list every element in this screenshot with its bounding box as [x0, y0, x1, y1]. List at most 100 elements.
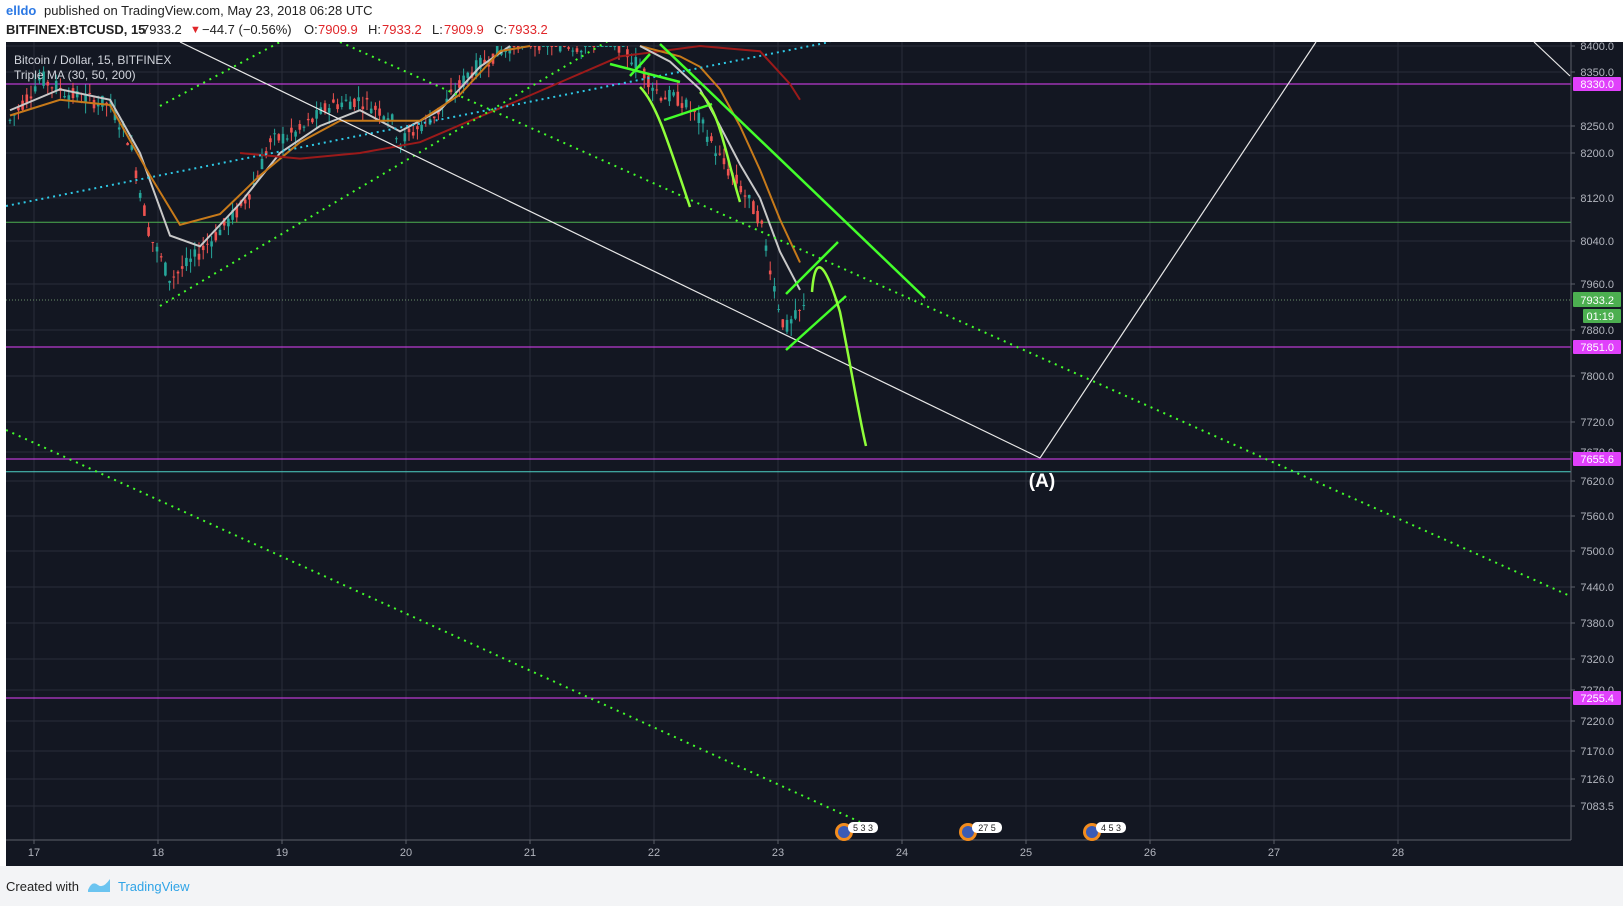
tradingview-link[interactable]: TradingView [118, 879, 190, 894]
candle-body [222, 218, 226, 226]
candle-body [789, 319, 793, 324]
time-tick-label: 21 [524, 847, 536, 859]
candle-body [571, 50, 575, 52]
candle-body [613, 46, 617, 47]
price-tick-label: 7320.0 [1580, 654, 1614, 666]
candle-body [785, 319, 789, 332]
event-count-badge [1096, 822, 1126, 833]
candle-body [668, 89, 671, 102]
candle-body [416, 126, 419, 130]
candle-body [798, 309, 801, 311]
event-count-badge [972, 822, 1002, 833]
candle-body [151, 241, 155, 244]
candle-body [600, 46, 604, 47]
candle-body [420, 124, 423, 132]
candle-body [227, 218, 230, 227]
price-chart[interactable]: 8400.0 8350.0 8250.0 8200.0 8120.0 8040.0 7960… [0, 42, 1623, 866]
chart-background [0, 42, 1623, 866]
candle-body [512, 46, 516, 47]
price-tick-label: 8350.0 [1580, 67, 1614, 79]
candle-body [483, 59, 486, 64]
candle-body [445, 98, 449, 104]
low-label: L: [432, 22, 443, 37]
level-price-tag [1573, 452, 1621, 466]
event-flag-inner [962, 826, 974, 838]
candle-body [46, 81, 50, 86]
open-label: O: [304, 22, 318, 37]
candle-body [458, 80, 461, 88]
candle-body [739, 186, 743, 193]
candle-body [71, 88, 75, 99]
candle-body [672, 92, 675, 96]
candle-body [756, 210, 759, 224]
candle-body [718, 153, 722, 155]
candle-body [395, 138, 398, 140]
candle-body [201, 245, 205, 251]
candle-body [630, 62, 633, 65]
green-dotted-channel-high [159, 42, 281, 107]
candle-body [647, 75, 650, 88]
candle-body [382, 116, 386, 120]
candle-body [794, 310, 797, 319]
candle-body [168, 280, 171, 283]
candle-body [432, 116, 436, 119]
price-tick-label: 7720.0 [1580, 417, 1614, 429]
candle-body [134, 170, 138, 178]
candle-body [302, 126, 306, 128]
candle-body [109, 100, 113, 108]
candle-body [634, 57, 638, 69]
candle-body [88, 92, 92, 95]
ma-fast-line [9, 45, 511, 248]
author-link[interactable]: elldo [6, 3, 37, 18]
candle-body [546, 46, 549, 47]
time-tick-label: 27 [1268, 847, 1280, 859]
candle-body [659, 98, 663, 101]
tradingview-logo-icon[interactable] [86, 876, 112, 894]
drawings [5, 42, 1571, 823]
candle-body [306, 118, 310, 121]
price-tick-label: 8120.0 [1580, 193, 1614, 205]
candle-body [25, 94, 29, 103]
green-flag-upper [785, 241, 839, 295]
candle-body [193, 249, 197, 257]
price-tick-label: 7126.0 [1580, 774, 1614, 786]
wave-label: (A) [1029, 471, 1055, 492]
price-tick-label: 8400.0 [1580, 42, 1614, 53]
candle-body [403, 133, 407, 142]
ma-slow-line [239, 44, 801, 160]
candle-body [117, 127, 121, 130]
candle-body [752, 201, 755, 215]
candle-body [764, 245, 768, 251]
candle-body [563, 46, 566, 47]
white-line-right [1533, 42, 1571, 77]
green-dotted-descending-1 [339, 42, 1571, 597]
price-tick-label: 7500.0 [1580, 546, 1614, 558]
level-price-tag-label: 7255.4 [1580, 693, 1614, 705]
candle-body [172, 276, 176, 278]
event-flag-inner [1086, 826, 1098, 838]
candle-body [84, 94, 87, 103]
candle-body [126, 143, 129, 146]
event-badges: 5 3 3 27 5 4 5 3 [835, 822, 1126, 841]
level-price-tag-label: 8330.0 [1580, 79, 1614, 91]
candle-body [29, 96, 33, 99]
legend-symbol: Bitcoin / Dollar, 15, BITFINEX [14, 53, 171, 67]
candle-body [218, 229, 222, 236]
candle-body [676, 91, 680, 106]
candle-body [315, 110, 318, 119]
time-tick-label: 17 [28, 847, 40, 859]
time-tick-label: 28 [1392, 847, 1404, 859]
candle-body [617, 46, 621, 53]
candle-body [96, 103, 100, 107]
candle-body [357, 97, 360, 102]
level-price-tag-label: 7851.0 [1580, 342, 1614, 354]
candle-body [327, 108, 331, 113]
candle-body [269, 138, 272, 143]
candle-body [147, 227, 150, 236]
candle-body [781, 319, 785, 328]
time-axis-ticks: 17 18 19 20 21 22 23 24 25 26 27 28 [28, 840, 1404, 859]
candle-body [533, 46, 537, 47]
low-value: 7909.9 [444, 22, 484, 37]
candle-body [155, 246, 159, 252]
candle-body [336, 104, 339, 110]
